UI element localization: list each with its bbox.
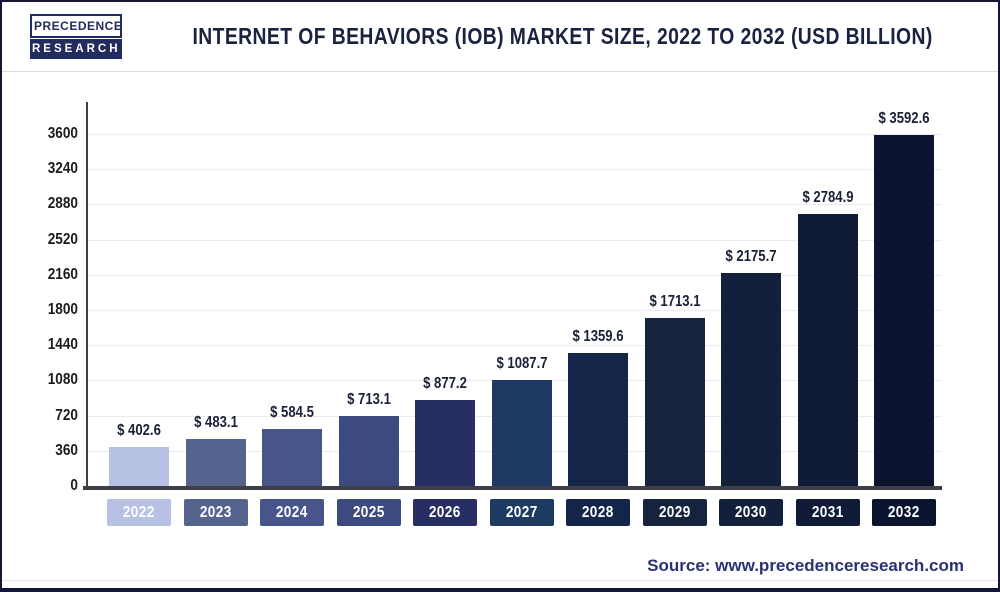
x-axis-year-label: 2030 <box>735 504 767 521</box>
bar-value-label: $ 1713.1 <box>649 293 701 310</box>
logo-line-research: RESEARCH <box>30 39 122 59</box>
x-axis-year-label: 2029 <box>659 504 691 521</box>
x-axis-year-label: 2025 <box>353 504 385 521</box>
x-axis-year-label: 2027 <box>506 504 538 521</box>
bar-value-label: $ 877.2 <box>423 375 467 392</box>
x-axis-year-badge: 2024 <box>260 499 324 526</box>
bar-value-label: $ 713.1 <box>347 391 391 408</box>
gridline <box>88 134 942 135</box>
logo-line-precedence: PRECEDENCE <box>30 14 122 38</box>
y-axis-tick-label: 1080 <box>47 371 78 388</box>
gridline <box>88 275 942 276</box>
bar-value-label: $ 1087.7 <box>496 355 548 372</box>
x-axis-year-label: 2031 <box>812 504 844 521</box>
x-axis-year-badge: 2029 <box>643 499 707 526</box>
x-axis-year-label: 2032 <box>888 504 920 521</box>
gridline <box>88 345 942 346</box>
source-attribution: Source: www.precedenceresearch.com <box>647 556 964 575</box>
x-axis-year-label: 2026 <box>429 504 461 521</box>
x-axis-year-badge: 2027 <box>490 499 554 526</box>
x-axis-year-label: 2022 <box>123 504 155 521</box>
bar-2031 <box>798 214 858 486</box>
bar-2027 <box>492 380 552 486</box>
bar-value-label: $ 402.6 <box>117 422 161 439</box>
bar-2028 <box>568 353 628 486</box>
gridline <box>88 169 942 170</box>
y-axis-tick-label: 2880 <box>47 195 78 212</box>
bar-value-label: $ 2175.7 <box>725 248 777 265</box>
bar-2026 <box>415 400 475 486</box>
y-axis-tick-label: 3240 <box>47 160 78 177</box>
bar-2030 <box>721 273 781 486</box>
bar-2029 <box>645 318 705 486</box>
bar-value-label: $ 1359.6 <box>572 328 624 345</box>
x-axis-year-badge: 2032 <box>872 499 936 526</box>
y-axis-line <box>86 102 88 490</box>
y-axis-tick-label: 1440 <box>47 336 78 353</box>
x-axis-year-badge: 2026 <box>413 499 477 526</box>
y-axis-tick-label: 2160 <box>47 266 78 283</box>
x-axis-year-badge: 2025 <box>337 499 401 526</box>
header: PRECEDENCE RESEARCH INTERNET OF BEHAVIOR… <box>2 2 998 72</box>
bar-2024 <box>262 429 322 486</box>
chart-title: INTERNET OF BEHAVIORS (IOB) MARKET SIZE,… <box>192 23 933 49</box>
bar-value-label: $ 483.1 <box>194 414 238 431</box>
x-axis-year-badge: 2028 <box>566 499 630 526</box>
x-axis-line <box>83 486 942 490</box>
bar-value-label: $ 3592.6 <box>878 110 930 127</box>
bar-value-label: $ 584.5 <box>270 404 314 421</box>
y-axis-tick-label: 2520 <box>47 231 78 248</box>
precedence-research-logo: PRECEDENCE RESEARCH <box>30 14 122 59</box>
bar-2022 <box>109 447 169 486</box>
y-axis-tick-label: 1800 <box>47 301 78 318</box>
bar-2023 <box>186 439 246 486</box>
x-axis-year-badge: 2023 <box>184 499 248 526</box>
y-axis-tick-label: 3600 <box>47 125 78 142</box>
gridline <box>88 204 942 205</box>
x-axis-year-label: 2023 <box>200 504 232 521</box>
gridline <box>88 310 942 311</box>
footer-divider <box>2 580 998 581</box>
bar-2032 <box>874 135 934 486</box>
x-axis-year-label: 2024 <box>276 504 308 521</box>
bar-value-label: $ 2784.9 <box>802 189 854 206</box>
x-axis-year-badge: 2030 <box>719 499 783 526</box>
x-axis-year-badge: 2022 <box>107 499 171 526</box>
bar-2025 <box>339 416 399 486</box>
x-axis-year-badge: 2031 <box>796 499 860 526</box>
gridline <box>88 240 942 241</box>
y-axis-tick-label: 0 <box>70 477 78 494</box>
x-axis-year-label: 2028 <box>582 504 614 521</box>
y-axis-tick-label: 720 <box>55 407 78 424</box>
y-axis-tick-label: 360 <box>55 442 78 459</box>
